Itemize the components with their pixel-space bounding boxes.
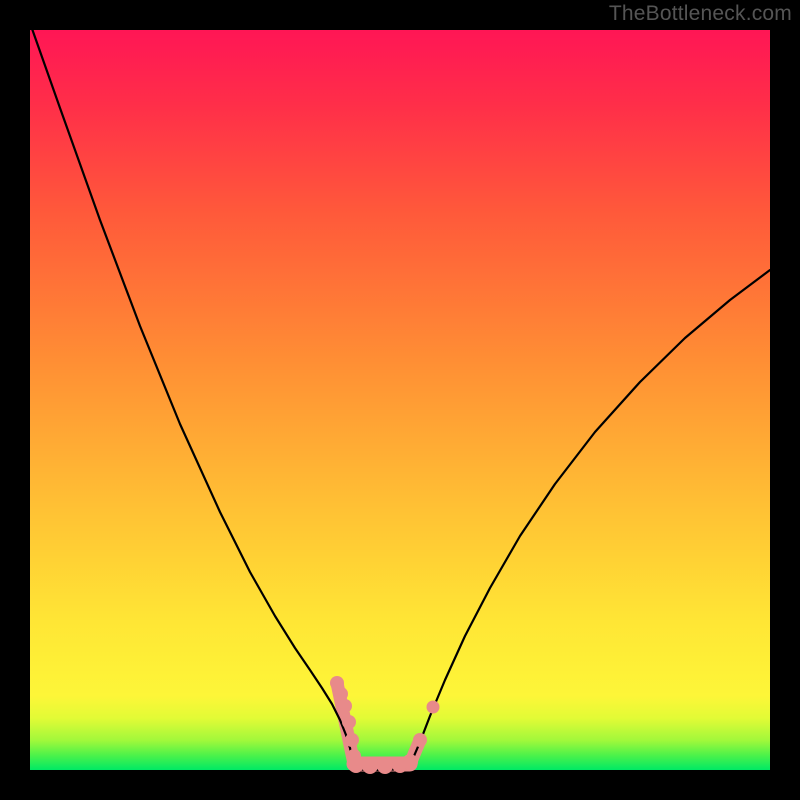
chart-frame: TheBottleneck.com [0, 0, 800, 800]
gradient-plot-area [30, 30, 770, 770]
bottleneck-curve-chart [0, 0, 800, 800]
watermark-text: TheBottleneck.com [609, 2, 792, 26]
